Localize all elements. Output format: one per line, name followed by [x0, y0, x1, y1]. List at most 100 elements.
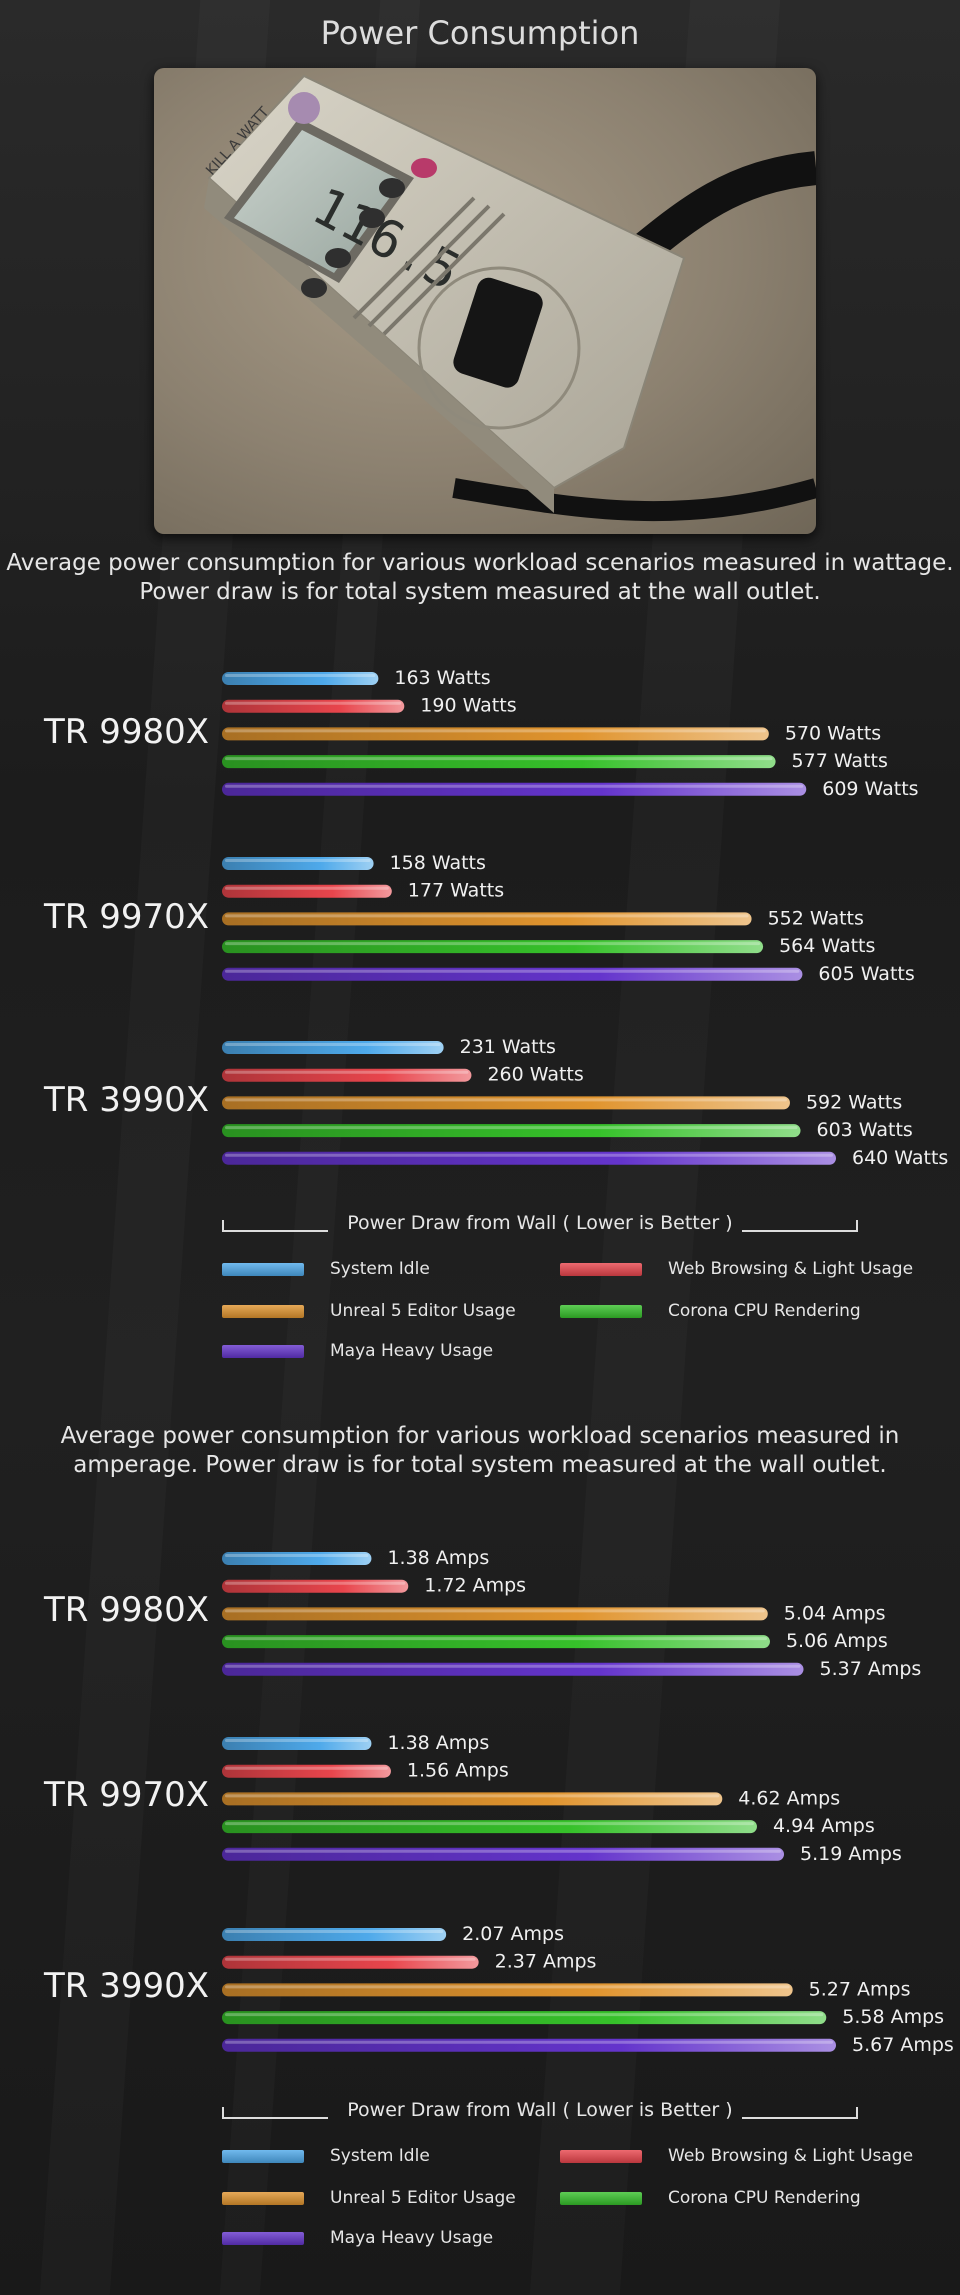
bar-value-label-2-2-2: 1.56 Amps [407, 1760, 509, 1782]
legend-label: Corona CPU Rendering [668, 2188, 861, 2208]
bar-1-1-4 [222, 755, 776, 769]
bar-highlight-1-1-1 [225, 674, 376, 677]
bar-2-2-3 [222, 1792, 723, 1806]
bar-1-3-5 [222, 1151, 836, 1165]
legend-swatch [560, 1305, 642, 1318]
bar-highlight-1-3-2 [225, 1070, 469, 1074]
bar-2-2-1 [222, 1737, 372, 1750]
bar-1-2-3 [222, 912, 752, 926]
chart1-group-label-2: TR 3990X [44, 1080, 210, 1120]
bar-highlight-1-1-2 [225, 701, 402, 705]
chart2-group-label-0: TR 9980X [44, 1590, 210, 1630]
bar-1-3-3 [222, 1096, 790, 1110]
bar-highlight-2-2-3 [225, 1794, 720, 1798]
chart1-axis-label: Power Draw from Wall ( Lower is Better ) [347, 1212, 733, 1234]
bar-1-2-2 [222, 884, 392, 898]
bar-highlight-1-3-5 [225, 1153, 833, 1157]
chart2-axis-label: Power Draw from Wall ( Lower is Better ) [347, 2099, 733, 2121]
bar-highlight-2-3-1 [225, 1930, 444, 1933]
bar-value-label-2-3-2: 2.37 Amps [495, 1951, 597, 1973]
bar-value-label-1-2-1: 158 Watts [390, 852, 486, 874]
bar-value-label-1-3-5: 640 Watts [852, 1147, 948, 1169]
legend-label: System Idle [330, 2146, 430, 2166]
bar-highlight-2-1-2 [225, 1581, 406, 1585]
chart1-group-label-1: TR 9970X [44, 897, 210, 937]
bar-highlight-2-2-4 [225, 1822, 754, 1826]
bar-highlight-2-3-2 [225, 1957, 476, 1961]
bar-1-1-2 [222, 699, 405, 713]
bar-highlight-2-1-3 [225, 1609, 765, 1613]
bar-1-2-4 [222, 940, 764, 954]
bar-1-2-1 [222, 857, 374, 870]
bar-2-1-4 [222, 1635, 770, 1649]
bar-highlight-2-3-4 [225, 2013, 824, 2017]
bar-highlight-1-3-3 [225, 1098, 787, 1102]
legend-label: Web Browsing & Light Usage [668, 1259, 914, 1279]
legend-swatch [222, 2150, 304, 2163]
bar-highlight-2-2-2 [225, 1766, 388, 1770]
bar-1-2-5 [222, 967, 803, 981]
bar-value-label-1-2-3: 552 Watts [768, 907, 864, 929]
legend-label: Web Browsing & Light Usage [668, 2146, 914, 2166]
bar-2-1-2 [222, 1579, 409, 1593]
bar-value-label-2-1-2: 1.72 Amps [424, 1575, 526, 1597]
bar-value-label-2-3-4: 5.58 Amps [842, 2006, 944, 2028]
bar-value-label-2-1-3: 5.04 Amps [784, 1602, 886, 1624]
legend-label: Maya Heavy Usage [330, 1341, 494, 1361]
chart1-axis-footer: Power Draw from Wall ( Lower is Better ) [222, 1212, 858, 1234]
bar-highlight-2-3-3 [225, 1985, 790, 1989]
legend-swatch [222, 2232, 304, 2245]
bar-highlight-2-2-5 [225, 1849, 782, 1853]
bar-1-3-1 [222, 1041, 444, 1054]
bar-highlight-2-1-1 [225, 1554, 369, 1557]
legend-swatch [222, 2192, 304, 2205]
chart1-bars: 163 Watts 190 Watts 570 Watts 577 Watts 609 … [222, 667, 948, 1169]
bar-highlight-1-1-3 [225, 729, 766, 733]
legend-swatch [560, 2192, 642, 2205]
bar-1-1-3 [222, 727, 769, 741]
bar-value-label-1-1-1: 163 Watts [394, 667, 490, 689]
bar-2-3-1 [222, 1928, 447, 1941]
legend-swatch [222, 1345, 304, 1358]
bar-2-3-4 [222, 2011, 827, 2025]
bar-value-label-1-1-5: 609 Watts [822, 778, 918, 800]
bar-2-2-2 [222, 1764, 391, 1778]
bar-highlight-1-2-5 [225, 969, 800, 973]
bar-value-label-1-3-4: 603 Watts [817, 1119, 913, 1141]
bar-value-label-1-1-4: 577 Watts [792, 750, 888, 772]
bar-highlight-1-2-2 [225, 886, 389, 890]
bar-value-label-1-2-2: 177 Watts [408, 880, 504, 902]
bar-1-3-4 [222, 1124, 801, 1138]
bar-value-label-1-3-2: 260 Watts [487, 1064, 583, 1086]
bar-highlight-1-3-1 [225, 1043, 441, 1046]
legend-swatch [560, 1263, 642, 1276]
bar-value-label-1-3-3: 592 Watts [806, 1091, 902, 1113]
bar-2-2-4 [222, 1820, 757, 1834]
legend-label: Corona CPU Rendering [668, 1301, 861, 1321]
bar-value-label-2-3-3: 5.27 Amps [809, 1978, 911, 2000]
bar-value-label-2-1-4: 5.06 Amps [786, 1630, 888, 1652]
bar-highlight-2-2-1 [225, 1739, 369, 1742]
kill-a-watt-photo: 116.5 KILL A WATT [154, 68, 816, 534]
chart2-axis-footer: Power Draw from Wall ( Lower is Better ) [222, 2099, 858, 2121]
bar-2-2-5 [222, 1847, 785, 1861]
legend-label: Unreal 5 Editor Usage [330, 2188, 516, 2208]
bar-value-label-2-1-1: 1.38 Amps [387, 1547, 489, 1569]
chart2-group-label-2: TR 3990X [44, 1966, 210, 2006]
legend-label: Maya Heavy Usage [330, 2228, 494, 2248]
bar-value-label-2-2-3: 4.62 Amps [738, 1787, 840, 1809]
power-meter-illustration: 116.5 KILL A WATT [203, 74, 816, 522]
legend-label: System Idle [330, 1259, 430, 1279]
chart2-bars: 1.38 Amps 1.72 Amps 5.04 Amps 5.06 Amps 5.37… [222, 1547, 954, 2056]
chart2-group-label-1: TR 9970X [44, 1775, 210, 1815]
bar-highlight-1-2-3 [225, 914, 749, 918]
bar-highlight-1-2-4 [225, 942, 761, 946]
bar-highlight-2-1-4 [225, 1637, 767, 1641]
bar-value-label-2-2-1: 1.38 Amps [387, 1732, 489, 1754]
bar-value-label-1-2-4: 564 Watts [779, 935, 875, 957]
legend-swatch [222, 1305, 304, 1318]
bar-value-label-1-1-2: 190 Watts [420, 695, 516, 717]
bar-2-3-5 [222, 2038, 836, 2052]
legend-label: Unreal 5 Editor Usage [330, 1301, 516, 1321]
bar-value-label-2-1-5: 5.37 Amps [820, 1658, 922, 1680]
